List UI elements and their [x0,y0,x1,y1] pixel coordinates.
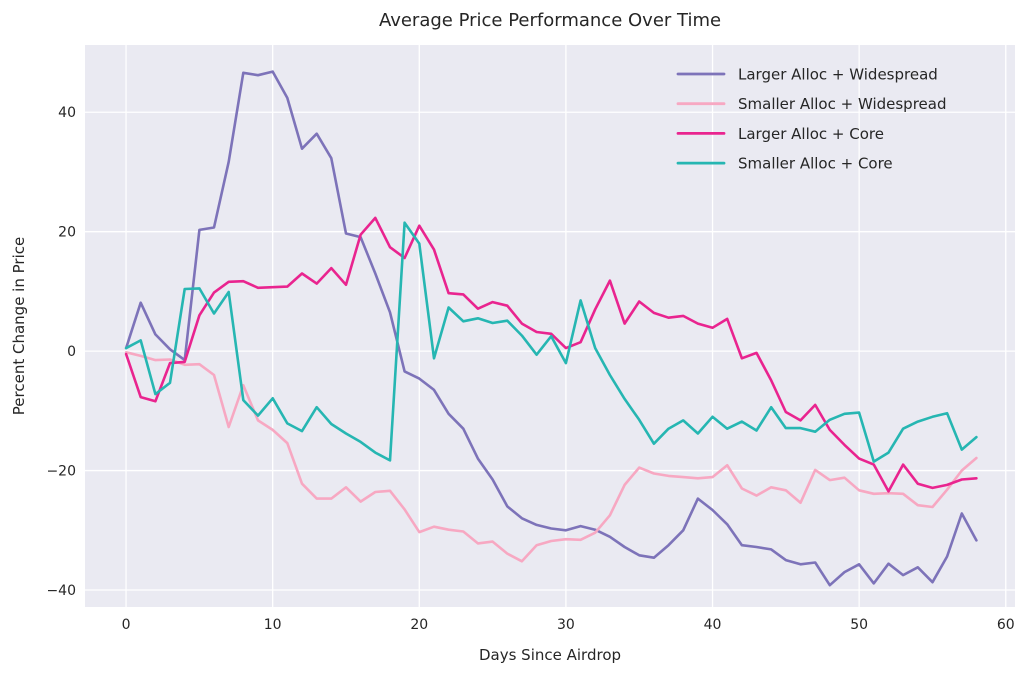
legend-item: Larger Alloc + Widespread [676,66,938,84]
y-tick-label: −20 [46,464,76,480]
legend-label: Smaller Alloc + Widespread [738,95,946,113]
legend: Larger Alloc + Widespread Smaller Alloc +… [676,66,946,173]
y-tick-label: 20 [58,225,76,241]
x-tick-label: 30 [557,617,575,633]
legend-label: Smaller Alloc + Core [738,155,893,173]
x-axis-label: Days Since Airdrop [479,646,621,664]
x-tick-label: 10 [264,617,282,633]
legend-label: Larger Alloc + Widespread [738,66,938,84]
x-tick-label: 40 [704,617,722,633]
series-line-0 [124,70,978,587]
series-line-3 [124,221,978,463]
y-tick-label: −40 [46,583,76,599]
y-axis-ticks: −40 −20 0 20 40 [46,105,76,599]
grid-lines [85,45,1015,607]
x-tick-label: 50 [850,617,868,633]
legend-label: Larger Alloc + Core [738,125,884,143]
x-axis-ticks: 0 10 20 30 40 50 60 [122,617,1015,633]
series-line-2 [124,216,978,493]
y-axis-label: Percent Change in Price [10,237,28,415]
series-lines [124,70,978,587]
chart-title: Average Price Performance Over Time [379,10,721,31]
series-line-1 [124,351,978,563]
legend-item: Smaller Alloc + Widespread [676,95,946,113]
x-tick-label: 0 [122,617,131,633]
x-tick-label: 20 [410,617,428,633]
legend-item: Larger Alloc + Core [676,125,884,143]
y-tick-label: 40 [58,105,76,121]
plot-area [85,45,1015,607]
x-tick-label: 60 [997,617,1015,633]
y-tick-label: 0 [67,344,76,360]
legend-item: Smaller Alloc + Core [676,155,893,173]
